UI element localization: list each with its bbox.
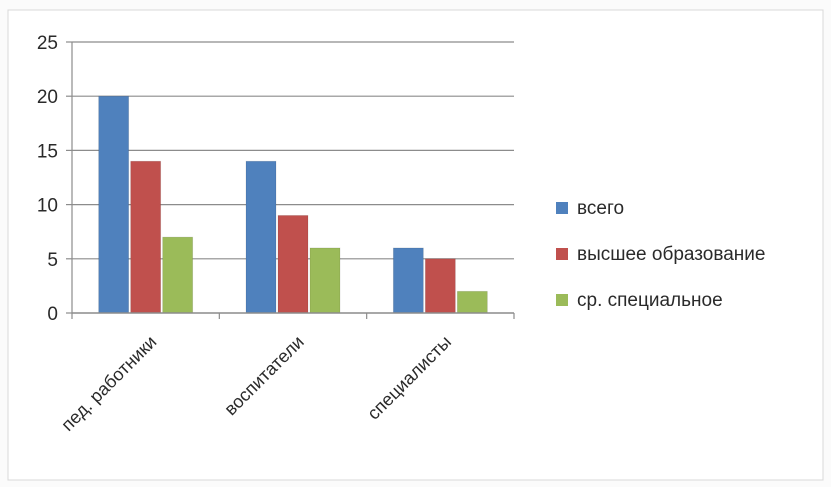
- y-tick-label: 20: [37, 87, 58, 108]
- bar-2-2: [277, 215, 309, 314]
- y-tick-label: 5: [47, 250, 58, 271]
- legend-swatch: [556, 202, 568, 214]
- bar-3-3: [456, 290, 488, 314]
- legend-entry: ср. специальное: [577, 290, 723, 311]
- y-tick-label: 15: [37, 141, 58, 162]
- bar-1-3: [392, 247, 424, 314]
- legend-entry: всего: [577, 198, 624, 219]
- bar-2-1: [130, 160, 162, 314]
- legend-entry: высшее образование: [577, 244, 765, 265]
- legend-swatch: [556, 248, 568, 260]
- bar-1-2: [245, 160, 277, 314]
- legend-swatch: [556, 294, 568, 306]
- bar-3-1: [162, 236, 194, 314]
- bar-3-2: [309, 247, 341, 314]
- y-tick-label: 25: [37, 33, 58, 54]
- y-tick-label: 10: [37, 196, 58, 217]
- y-tick-label: 0: [47, 304, 58, 325]
- bar-2-3: [424, 258, 456, 314]
- bar-1-1: [98, 95, 130, 314]
